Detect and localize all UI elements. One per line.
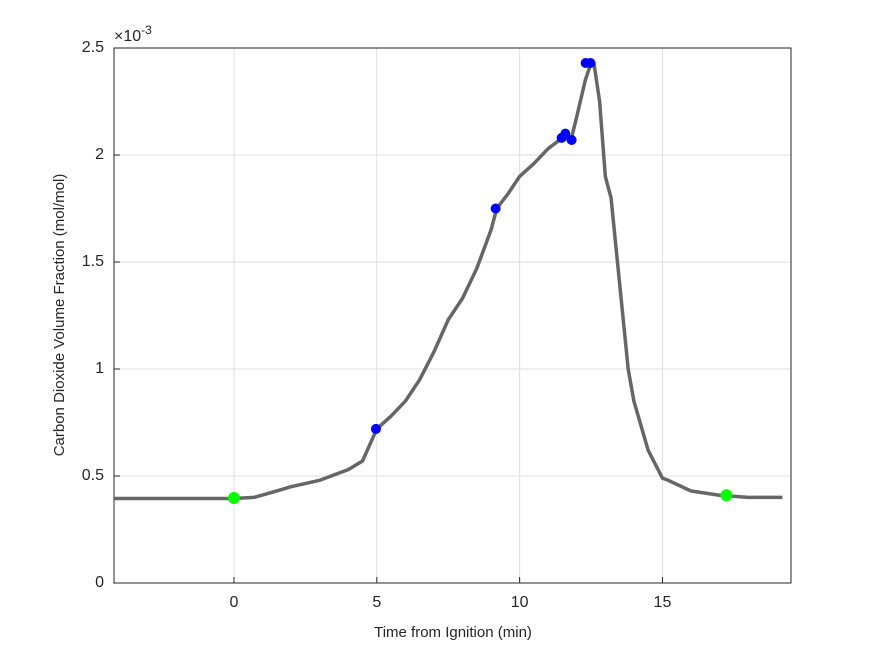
data-point bbox=[720, 489, 733, 502]
y-multiplier: ×10-3 bbox=[114, 23, 152, 45]
data-point bbox=[566, 135, 577, 146]
x-tick-label: 5 bbox=[372, 594, 381, 611]
data-point bbox=[560, 128, 571, 139]
data-point bbox=[490, 203, 501, 214]
x-tick-label: 10 bbox=[511, 594, 529, 611]
x-tick-label: 0 bbox=[230, 594, 239, 611]
y-tick-label: 0 bbox=[95, 574, 104, 591]
axes-box bbox=[113, 47, 792, 584]
y-tick-label: 1.5 bbox=[82, 253, 104, 270]
multiplier-base: ×10 bbox=[114, 28, 141, 45]
x-axis-label: Time from Ignition (min) bbox=[374, 624, 532, 641]
y-axis-label: Carbon Dioxide Volume Fraction (mol/mol) bbox=[51, 174, 68, 457]
data-point bbox=[227, 492, 240, 505]
y-tick-label: 2 bbox=[95, 146, 104, 163]
data-point bbox=[585, 57, 596, 68]
y-tick-label: 2.5 bbox=[82, 39, 104, 56]
y-tick-label: 0.5 bbox=[82, 467, 104, 484]
y-tick-label: 1 bbox=[95, 360, 104, 377]
data-line bbox=[114, 61, 783, 501]
multiplier-exponent: -3 bbox=[141, 23, 152, 37]
data-point bbox=[370, 423, 381, 434]
x-tick-label: 15 bbox=[654, 594, 672, 611]
